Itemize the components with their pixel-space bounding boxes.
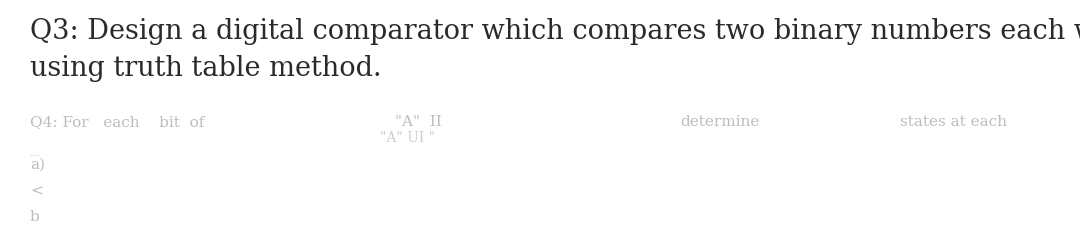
Text: using truth table method.: using truth table method. (30, 55, 381, 82)
Text: <: < (30, 185, 43, 199)
Text: Q3: Design a digital comparator which compares two binary numbers each with 2-bi: Q3: Design a digital comparator which co… (30, 18, 1080, 45)
Text: states at each: states at each (900, 115, 1007, 129)
Text: "A"  II: "A" II (395, 115, 442, 129)
Text: b: b (30, 210, 40, 224)
Text: "A" UI ": "A" UI " (380, 131, 435, 145)
Text: ...: ... (30, 148, 41, 158)
Text: determine: determine (680, 115, 759, 129)
Text: a): a) (30, 158, 45, 172)
Text: Q4: For   each    bit  of: Q4: For each bit of (30, 115, 204, 129)
